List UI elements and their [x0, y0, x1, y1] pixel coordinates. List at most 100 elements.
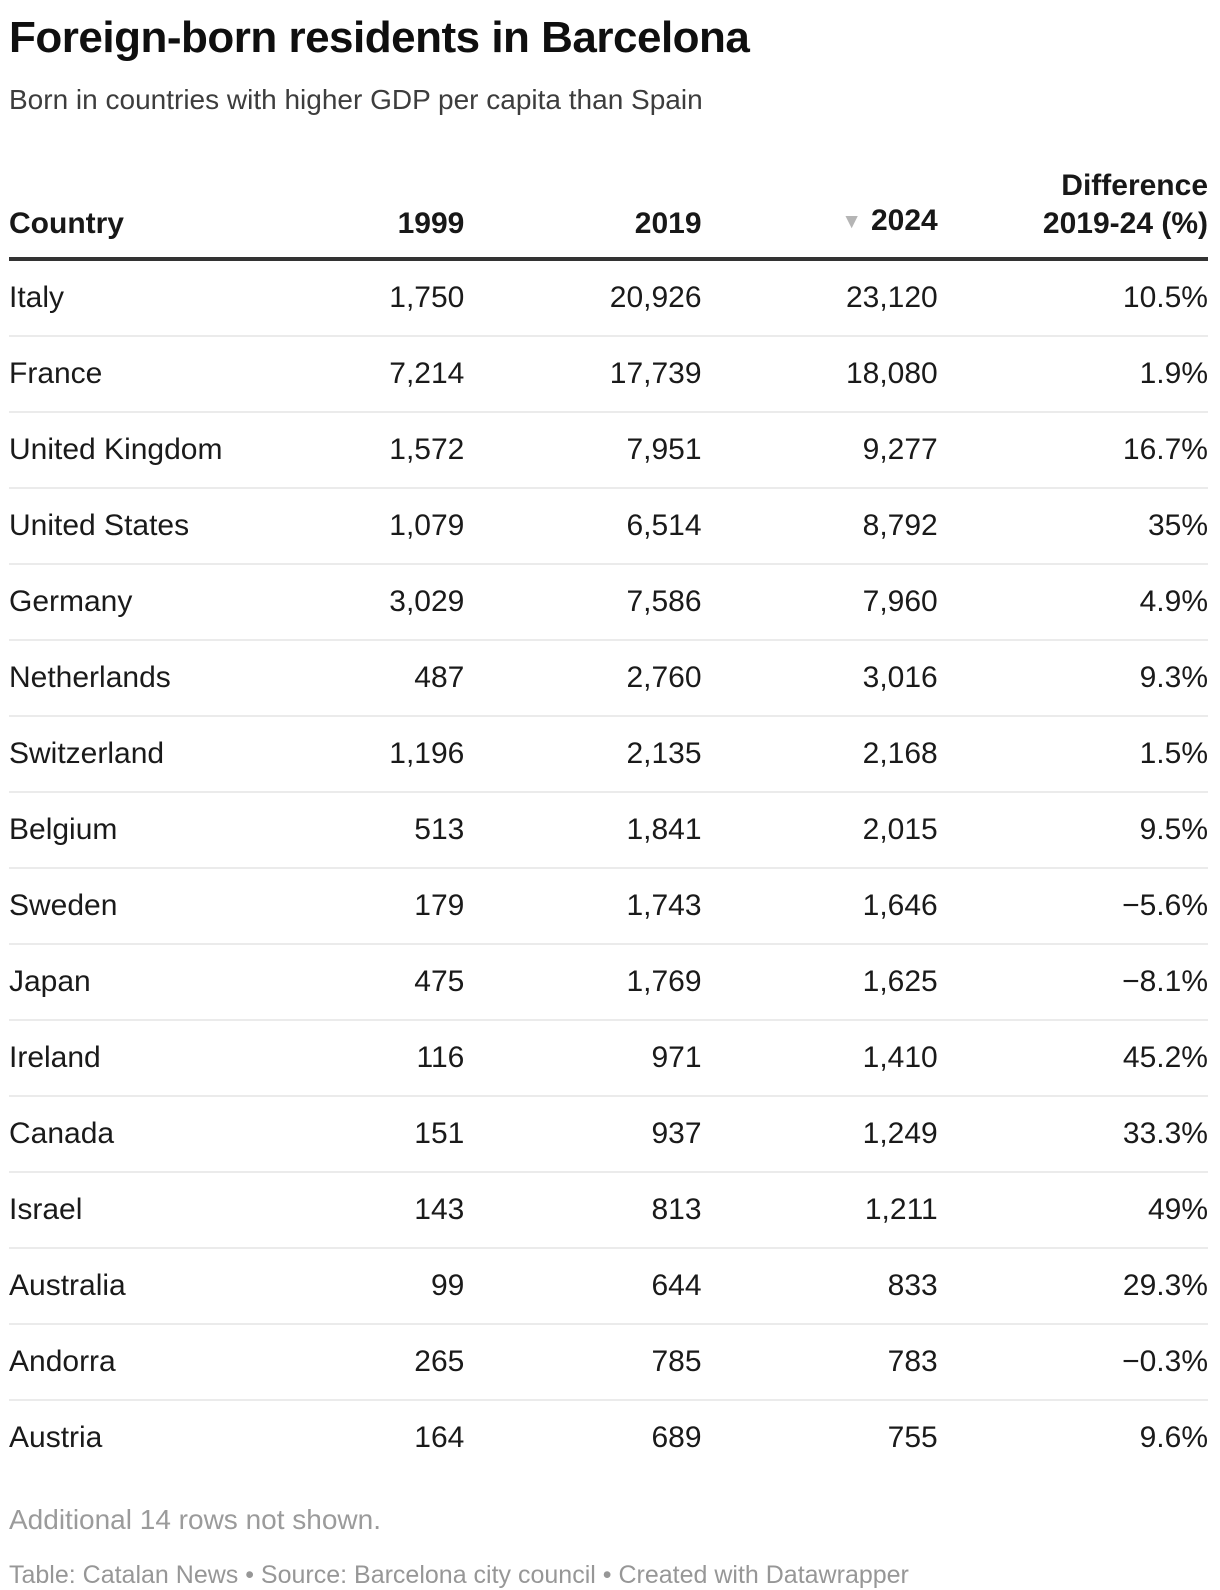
cell-1999: 1,750 [269, 258, 465, 337]
sort-descending-icon[interactable]: ▼ [841, 209, 862, 233]
table-row: Ireland 116 971 1,410 45.2% [9, 1019, 1208, 1097]
column-header-difference-line1: Difference [1061, 168, 1208, 202]
cell-2019: 20,926 [464, 258, 702, 337]
cell-country: Canada [9, 1095, 270, 1173]
cell-country: Italy [9, 258, 270, 337]
table-row: Sweden 179 1,743 1,646 −5.6% [9, 867, 1208, 945]
cell-difference: 45.2% [937, 1019, 1208, 1097]
cell-difference: 9.5% [937, 791, 1208, 869]
cell-difference: 1.9% [937, 335, 1208, 413]
column-header-2024-label: 2024 [870, 203, 938, 237]
column-header-difference-line2: 2019-24 (%) [1042, 206, 1208, 240]
column-header-2019[interactable]: 2019 [464, 166, 702, 261]
table-row: Australia 99 644 833 29.3% [9, 1247, 1208, 1325]
cell-country: Switzerland [9, 715, 270, 793]
table-row: Italy 1,750 20,926 23,120 10.5% [9, 258, 1208, 337]
cell-2024: 1,249 [701, 1095, 938, 1173]
cell-country: Japan [9, 943, 270, 1021]
table-row: United States 1,079 6,514 8,792 35% [9, 487, 1208, 565]
cell-1999: 99 [269, 1247, 465, 1325]
cell-2019: 2,135 [464, 715, 702, 793]
cell-country: Netherlands [9, 639, 270, 717]
cell-difference: 49% [937, 1171, 1208, 1249]
table-header-row: Country 1999 2019 ▼ 2024 Difference 2019-… [9, 166, 1208, 261]
cell-country: Austria [9, 1420, 103, 1454]
table-row: Israel 143 813 1,211 49% [9, 1171, 1208, 1249]
table-row: Netherlands 487 2,760 3,016 9.3% [9, 639, 1208, 717]
cell-2019: 937 [464, 1095, 702, 1173]
cell-2019: 1,769 [464, 943, 702, 1021]
column-header-2024[interactable]: ▼ 2024 [701, 166, 938, 261]
cell-2019: 6,514 [464, 487, 702, 565]
cell-country: Israel [9, 1171, 270, 1249]
cell-country: Germany [9, 563, 270, 641]
cell-country: United States [9, 487, 270, 565]
table-row: Andorra 265 785 783 −0.3% [9, 1323, 1208, 1401]
cell-2024: 7,960 [701, 563, 938, 641]
table-row: Japan 475 1,769 1,625 −8.1% [9, 943, 1208, 1021]
cell-difference: −5.6% [937, 867, 1208, 945]
cell-2024: 9,277 [701, 411, 938, 489]
table-row: Switzerland 1,196 2,135 2,168 1.5% [9, 715, 1208, 793]
page-subtitle: Born in countries with higher GDP per ca… [9, 84, 703, 116]
source-credit-line: Table: Catalan News • Source: Barcelona … [9, 1561, 909, 1590]
table-body: Italy 1,750 20,926 23,120 10.5% France 7… [9, 258, 1208, 1475]
column-header-1999[interactable]: 1999 [269, 166, 465, 261]
table-row: Germany 3,029 7,586 7,960 4.9% [9, 563, 1208, 641]
cell-difference: −8.1% [937, 943, 1208, 1021]
data-table: Country 1999 2019 ▼ 2024 Difference 2019-… [9, 166, 1208, 1475]
column-header-country[interactable]: Country [9, 166, 270, 261]
cell-2019: 17,739 [464, 335, 702, 413]
cell-1999: 475 [269, 943, 465, 1021]
cell-2024: 1,211 [701, 1171, 938, 1249]
cell-2019: 1,841 [464, 791, 702, 869]
cell-difference: 29.3% [937, 1247, 1208, 1325]
cell-2019: 785 [464, 1323, 702, 1401]
cell-country: Belgium [9, 791, 270, 869]
page-title: Foreign-born residents in Barcelona [9, 13, 750, 62]
cell-difference: 9.3% [937, 639, 1208, 717]
table-row: Austria 164 689 755 9.6% [9, 1400, 1208, 1475]
cell-2019: 7,951 [464, 411, 702, 489]
cell-difference: 1.5% [937, 715, 1208, 793]
cell-2024: 8,792 [701, 487, 938, 565]
cell-2024: 18,080 [701, 335, 938, 413]
cell-country: France [9, 335, 270, 413]
rows-not-shown-note: Additional 14 rows not shown. [9, 1503, 381, 1535]
table-row: France 7,214 17,739 18,080 1.9% [9, 335, 1208, 413]
cell-country: United Kingdom [9, 411, 270, 489]
cell-1999: 1,196 [269, 715, 465, 793]
cell-1999: 3,029 [269, 563, 465, 641]
cell-1999: 487 [269, 639, 465, 717]
cell-2024: 1,410 [701, 1019, 938, 1097]
cell-country: Ireland [9, 1019, 270, 1097]
cell-difference: 35% [937, 487, 1208, 565]
cell-country: Australia [9, 1247, 270, 1325]
cell-2019: 689 [651, 1420, 702, 1454]
cell-2024: 23,120 [701, 258, 938, 337]
cell-difference: 4.9% [937, 563, 1208, 641]
column-header-difference[interactable]: Difference 2019-24 (%) [937, 166, 1208, 261]
cell-1999: 143 [269, 1171, 465, 1249]
cell-2019: 971 [464, 1019, 702, 1097]
table-row: Belgium 513 1,841 2,015 9.5% [9, 791, 1208, 869]
cell-country: Andorra [9, 1323, 270, 1401]
cell-2024: 783 [701, 1323, 938, 1401]
cell-2024: 1,646 [701, 867, 938, 945]
cell-2019: 644 [464, 1247, 702, 1325]
cell-2024: 2,015 [701, 791, 938, 869]
cell-2019: 7,586 [464, 563, 702, 641]
cell-2019: 813 [464, 1171, 702, 1249]
cell-country: Sweden [9, 867, 270, 945]
cell-difference: 9.6% [1139, 1420, 1208, 1454]
cell-1999: 7,214 [269, 335, 465, 413]
cell-1999: 116 [269, 1019, 465, 1097]
cell-2019: 1,743 [464, 867, 702, 945]
cell-1999: 513 [269, 791, 465, 869]
table-row: Canada 151 937 1,249 33.3% [9, 1095, 1208, 1173]
cell-difference: 16.7% [937, 411, 1208, 489]
cell-1999: 1,079 [269, 487, 465, 565]
cell-2019: 2,760 [464, 639, 702, 717]
cell-difference: 10.5% [937, 258, 1208, 337]
